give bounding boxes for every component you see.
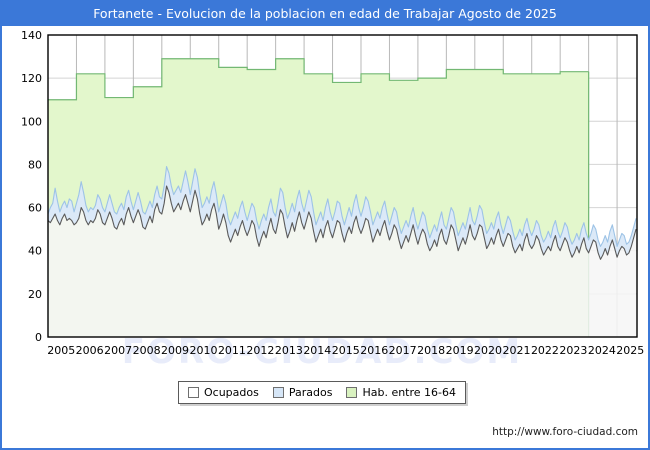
svg-text:2007: 2007 [104, 344, 132, 357]
svg-text:2022: 2022 [531, 344, 559, 357]
svg-text:80: 80 [28, 158, 42, 171]
svg-text:2018: 2018 [417, 344, 445, 357]
svg-text:60: 60 [28, 202, 42, 215]
svg-text:2008: 2008 [133, 344, 161, 357]
legend-label-parados: Parados [288, 386, 333, 399]
y-axis-labels: 0 20 40 60 80 100 120 140 [21, 29, 42, 344]
chart-legend: Ocupados Parados Hab. entre 16-64 [178, 381, 467, 404]
svg-text:2009: 2009 [161, 344, 189, 357]
svg-text:2019: 2019 [446, 344, 474, 357]
plot-frame [47, 34, 638, 338]
svg-text:2005: 2005 [47, 344, 75, 357]
svg-text:2011: 2011 [218, 344, 246, 357]
legend-item-ocupados[interactable]: Ocupados [188, 386, 259, 399]
legend-swatch-ocupados-icon [188, 387, 199, 398]
svg-text:2012: 2012 [246, 344, 274, 357]
legend-item-parados[interactable]: Parados [272, 386, 333, 399]
svg-text:0: 0 [35, 331, 42, 344]
legend-item-habitantes[interactable]: Hab. entre 16-64 [346, 386, 456, 399]
svg-text:2013: 2013 [275, 344, 303, 357]
svg-text:2023: 2023 [559, 344, 587, 357]
svg-text:120: 120 [21, 72, 42, 85]
legend-swatch-habitantes-icon [346, 387, 358, 398]
window-title: Fortanete - Evolucion de la poblacion en… [2, 2, 648, 26]
legend-label-habitantes: Hab. entre 16-64 [362, 386, 457, 399]
legend-swatch-parados-icon [272, 387, 284, 398]
plot-series [47, 58, 637, 337]
legend-label-ocupados: Ocupados [204, 386, 259, 399]
svg-text:20: 20 [28, 288, 42, 301]
svg-text:100: 100 [21, 115, 42, 128]
source-url: http://www.foro-ciudad.com [492, 426, 638, 438]
svg-text:40: 40 [28, 245, 42, 258]
svg-text:2024: 2024 [588, 344, 616, 357]
svg-text:2025: 2025 [616, 344, 644, 357]
x-axis-labels: 2005 2006 2007 2008 2009 2010 2011 2012 2013 2014… [47, 344, 644, 357]
svg-text:2006: 2006 [76, 344, 104, 357]
svg-text:2017: 2017 [389, 344, 417, 357]
chart-canvas: 0 20 40 60 80 100 120 140 2005 2006 2007 2008 2009 2… [2, 28, 648, 358]
svg-text:2015: 2015 [332, 344, 360, 357]
svg-text:2021: 2021 [502, 344, 530, 357]
svg-text:2014: 2014 [303, 344, 331, 357]
svg-text:140: 140 [21, 29, 42, 42]
svg-text:2010: 2010 [189, 344, 217, 357]
svg-text:2016: 2016 [360, 344, 388, 357]
svg-text:2020: 2020 [474, 344, 502, 357]
